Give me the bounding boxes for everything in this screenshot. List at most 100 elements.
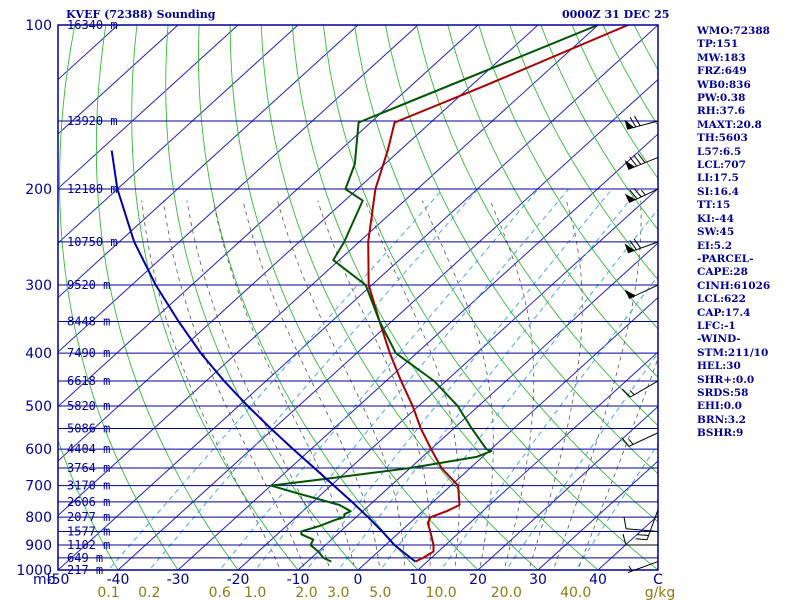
pressure-tick-label: 1000 bbox=[16, 563, 52, 579]
index-item: LFC:-1 bbox=[697, 319, 736, 332]
dry-adiabat-line bbox=[165, 25, 359, 570]
mixing-ratio-label: 1.0 bbox=[244, 585, 266, 600]
height-label: 4404 m bbox=[67, 442, 110, 456]
index-item: EI:5.2 bbox=[697, 239, 733, 252]
height-label: 649 m bbox=[67, 551, 103, 565]
mixing-ratio-line bbox=[505, 352, 658, 570]
temperature-tick-label: -10 bbox=[287, 572, 310, 588]
pressure-tick-label: 400 bbox=[25, 346, 52, 362]
sounding-datetime: 0000Z 31 DEC 25 bbox=[562, 8, 670, 21]
height-label: 6618 m bbox=[67, 374, 110, 388]
dry-adiabat-line bbox=[447, 25, 658, 378]
wind-barb bbox=[624, 187, 659, 204]
index-item: -PARCEL- bbox=[697, 252, 754, 265]
index-item: HEL:30 bbox=[697, 360, 741, 373]
height-label: 1102 m bbox=[67, 538, 110, 552]
pressure-tick-label: 700 bbox=[25, 479, 52, 495]
isotherm-line bbox=[477, 405, 658, 570]
moist-adiabat-line bbox=[577, 357, 658, 570]
index-item: WB0:836 bbox=[697, 78, 751, 91]
index-item: RH:37.6 bbox=[697, 105, 746, 118]
dry-adiabat-line bbox=[131, 25, 299, 570]
dry-adiabat-line bbox=[95, 25, 239, 570]
pressure-tick-label: 600 bbox=[25, 442, 52, 458]
moist-adiabat-line bbox=[242, 200, 381, 570]
isotherm-line bbox=[297, 242, 658, 570]
pressure-tick-label: 100 bbox=[25, 18, 52, 34]
height-label: 13920 m bbox=[67, 114, 118, 128]
isotherm-line bbox=[177, 133, 658, 570]
height-label: 5086 m bbox=[67, 421, 110, 435]
dry-adiabat-line bbox=[478, 25, 658, 330]
parcel-line bbox=[110, 150, 416, 563]
dry-adiabat-line bbox=[58, 568, 59, 570]
plot-border bbox=[57, 24, 659, 571]
station-title: KVEF (72388) Sounding bbox=[66, 8, 216, 21]
index-item: WMO:72388 bbox=[697, 25, 770, 37]
temperature-tick-label: -50 bbox=[47, 572, 70, 588]
temperature-tick-label: C bbox=[653, 572, 663, 588]
index-item: FRZ:649 bbox=[697, 65, 747, 78]
index-item: PW:0.38 bbox=[697, 92, 746, 105]
index-item: SHR+:0.0 bbox=[697, 373, 755, 386]
stability-indices-list: WMO:72388 TP:151 MW:183 FRZ:649 WB0:836 PW:0.… bbox=[697, 25, 770, 441]
isotherm-line bbox=[58, 25, 419, 353]
dry-adiabat-line bbox=[229, 25, 479, 570]
height-label: 7490 m bbox=[67, 346, 110, 360]
mixing-ratio-label: 3.0 bbox=[327, 585, 349, 600]
isotherm-line bbox=[58, 25, 299, 244]
temperature-line bbox=[367, 25, 629, 563]
index-item: SI:16.4 bbox=[697, 185, 739, 198]
index-item: TT:15 bbox=[697, 199, 731, 212]
index-item: SW:45 bbox=[697, 226, 735, 239]
wind-barb bbox=[621, 380, 659, 398]
moist-adiabat-line bbox=[489, 200, 535, 570]
temperature-tick-label: 20 bbox=[469, 572, 487, 588]
mixing-ratio-unit-label: g/kg bbox=[645, 585, 676, 600]
pressure-tick-label: 200 bbox=[25, 182, 52, 198]
mixing-ratio-label: 10.0 bbox=[426, 585, 457, 600]
isotherm-line bbox=[58, 25, 179, 135]
height-label: 8448 m bbox=[67, 315, 110, 329]
height-label: 10750 m bbox=[67, 235, 118, 249]
wind-barb bbox=[621, 432, 659, 447]
height-label: 1577 m bbox=[67, 525, 110, 539]
mixing-ratio-line bbox=[305, 188, 613, 570]
index-item: BSHR:9 bbox=[697, 427, 744, 440]
temperature-tick-label: -40 bbox=[107, 572, 130, 588]
index-item: LCL:622 bbox=[697, 293, 746, 306]
isotherm-line bbox=[237, 187, 658, 570]
temperature-tick-label: -30 bbox=[167, 572, 190, 588]
isotherm-line bbox=[58, 25, 239, 190]
temperature-tick-label: 30 bbox=[529, 572, 547, 588]
dry-adiabat-line bbox=[59, 25, 179, 570]
height-label: 2077 m bbox=[67, 510, 110, 524]
dry-adiabat-line bbox=[385, 25, 658, 475]
wind-barb bbox=[624, 115, 659, 130]
pressure-tick-label: 500 bbox=[25, 399, 52, 415]
mixing-ratio-line bbox=[440, 275, 658, 570]
mixing-ratio-label: 2.0 bbox=[295, 585, 317, 600]
isotherm-line bbox=[357, 296, 658, 570]
moist-adiabat-line bbox=[186, 200, 331, 570]
mixing-ratio-line bbox=[254, 188, 569, 570]
pressure-unit-label: mb bbox=[33, 572, 56, 588]
index-item: CINH:61026 bbox=[697, 279, 771, 292]
wind-barb bbox=[624, 153, 659, 170]
height-label: 3170 m bbox=[67, 479, 110, 493]
index-item: MW:183 bbox=[697, 51, 746, 64]
dry-adiabat-line bbox=[790, 25, 800, 582]
isotherm-line bbox=[117, 78, 658, 570]
wind-barb bbox=[622, 533, 658, 546]
mixing-ratio-label: 5.0 bbox=[369, 585, 391, 600]
mixing-ratio-label: 0.1 bbox=[97, 585, 119, 600]
sounding-profiles bbox=[110, 25, 629, 563]
wind-barb bbox=[624, 238, 659, 254]
mixing-ratio-label: 0.6 bbox=[209, 585, 231, 600]
pressure-tick-label: 800 bbox=[25, 510, 52, 526]
pressure-tick-label: 900 bbox=[25, 538, 52, 554]
index-item: KI:-44 bbox=[697, 212, 734, 225]
pressure-tick-label: 300 bbox=[25, 278, 52, 294]
temperature-tick-label: -20 bbox=[227, 572, 250, 588]
